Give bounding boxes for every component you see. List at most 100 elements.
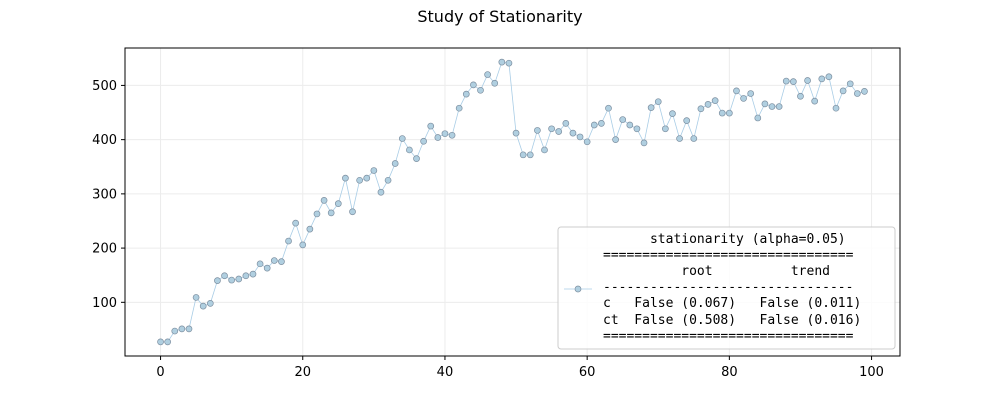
data-point xyxy=(477,86,484,94)
data-point xyxy=(242,272,250,280)
data-point xyxy=(626,121,634,129)
data-point xyxy=(221,272,228,280)
data-point xyxy=(384,176,392,184)
data-point xyxy=(534,127,541,134)
data-point xyxy=(413,155,420,162)
data-point xyxy=(619,116,627,123)
data-point xyxy=(704,101,712,108)
chart-title: Study of Stationarity xyxy=(417,7,582,26)
data-point xyxy=(164,338,172,346)
data-point xyxy=(441,130,449,138)
data-point xyxy=(861,88,868,95)
data-point xyxy=(334,200,342,207)
data-point xyxy=(448,131,456,139)
data-point xyxy=(484,71,491,78)
data-point xyxy=(768,103,776,110)
x-tick-label: 0 xyxy=(156,365,164,380)
data-point xyxy=(491,79,499,87)
data-point xyxy=(313,210,321,218)
data-point xyxy=(839,87,847,95)
data-point xyxy=(377,188,385,196)
data-point xyxy=(455,104,463,112)
y-tick-label: 500 xyxy=(92,79,117,94)
data-point xyxy=(391,160,399,167)
data-point xyxy=(498,58,506,66)
data-point xyxy=(676,135,683,142)
data-point xyxy=(782,77,790,85)
data-point xyxy=(370,167,378,174)
data-point xyxy=(555,128,563,135)
legend-line: c False (0.067) False (0.011) xyxy=(603,296,861,311)
data-point xyxy=(640,139,648,147)
data-point xyxy=(285,237,292,245)
data-point xyxy=(569,129,577,137)
data-point xyxy=(612,136,619,143)
data-point xyxy=(654,98,662,106)
data-point xyxy=(605,104,612,112)
data-point xyxy=(278,258,285,265)
data-point xyxy=(420,137,427,145)
data-point xyxy=(249,270,257,278)
data-point xyxy=(797,92,804,100)
series-line xyxy=(160,61,865,343)
data-point xyxy=(427,122,435,130)
data-point xyxy=(818,75,826,83)
series-layer xyxy=(157,58,868,346)
data-point xyxy=(633,125,641,133)
legend-line: stationarity (alpha=0.05) xyxy=(603,232,846,247)
data-point xyxy=(647,104,655,111)
data-point xyxy=(157,338,164,346)
data-point xyxy=(711,97,719,104)
data-point xyxy=(185,325,193,333)
data-point xyxy=(747,90,755,97)
x-tick-label: 100 xyxy=(859,365,884,380)
data-point xyxy=(214,277,221,284)
data-point xyxy=(761,100,769,108)
data-point xyxy=(598,120,605,127)
data-point xyxy=(270,257,278,264)
data-point xyxy=(235,275,243,283)
y-tick-label: 100 xyxy=(92,296,117,311)
data-point xyxy=(754,114,762,122)
y-tick-label: 200 xyxy=(92,242,117,257)
data-point xyxy=(512,129,520,137)
data-point xyxy=(548,125,555,133)
data-point xyxy=(306,225,314,233)
data-point xyxy=(398,135,406,142)
legend-line: ================================ xyxy=(603,329,854,344)
data-point xyxy=(299,241,307,249)
data-point xyxy=(590,121,598,129)
y-axis: 100 200 300 400 500 xyxy=(92,79,125,311)
legend-line: -------------------------------- xyxy=(603,280,853,295)
data-point xyxy=(363,174,371,182)
data-point xyxy=(178,325,186,333)
data-point xyxy=(804,77,811,84)
x-tick-label: 60 xyxy=(579,365,596,380)
data-point xyxy=(683,117,691,125)
data-point xyxy=(292,219,299,227)
data-point xyxy=(775,103,783,110)
data-point xyxy=(470,81,477,89)
data-point xyxy=(349,208,356,216)
data-point xyxy=(825,73,833,81)
legend-line: ================================ xyxy=(603,248,854,263)
data-point xyxy=(434,134,442,141)
data-point xyxy=(320,197,328,204)
data-point xyxy=(199,302,207,310)
x-tick-label: 40 xyxy=(437,365,454,380)
data-point xyxy=(171,327,179,335)
data-point xyxy=(256,260,264,268)
data-point xyxy=(263,264,271,272)
data-point xyxy=(356,176,363,184)
data-point xyxy=(406,146,413,154)
legend-box xyxy=(557,226,896,350)
data-point xyxy=(327,209,335,217)
data-point xyxy=(342,174,349,182)
data-point xyxy=(576,133,584,141)
data-point xyxy=(718,109,726,117)
legend: stationarity (alpha=0.05)===============… xyxy=(557,226,896,350)
x-tick-label: 80 xyxy=(721,365,738,380)
legend-handle-marker xyxy=(574,285,582,293)
y-tick-label: 400 xyxy=(92,133,117,148)
